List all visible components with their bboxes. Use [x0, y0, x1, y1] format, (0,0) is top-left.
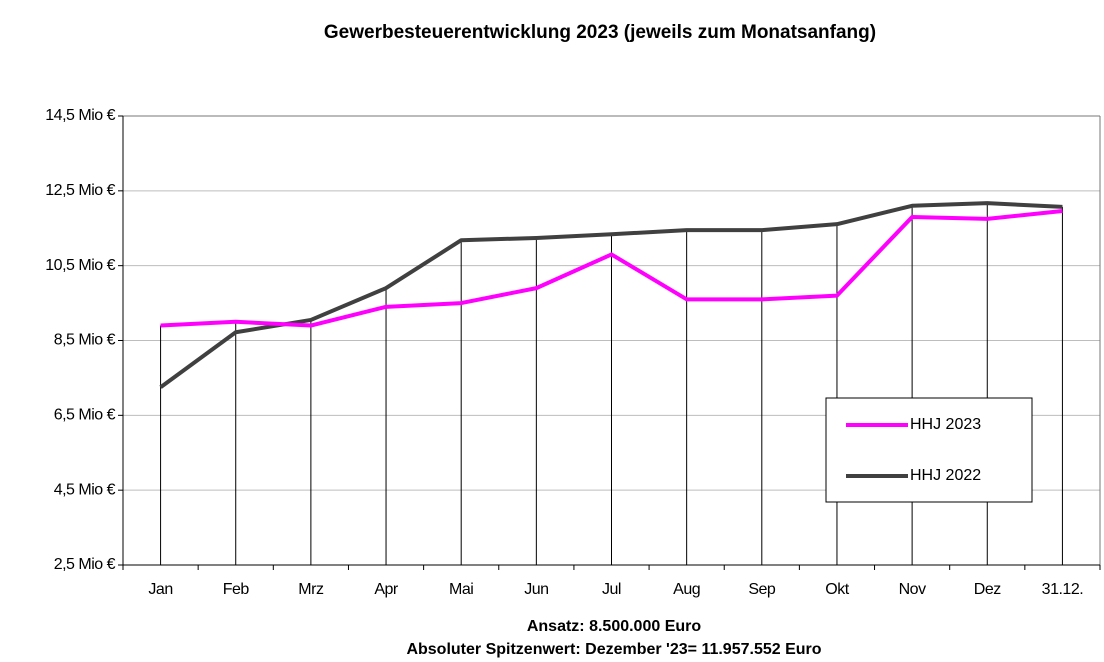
y-tick-label: 8,5 Mio € — [54, 332, 116, 349]
y-tick-label: 12,5 Mio € — [45, 182, 115, 199]
series-line — [160, 209, 1063, 328]
x-tick-label: Sep — [748, 581, 776, 598]
annotation: Absoluter Spitzenwert: Dezember '23= 11.… — [406, 641, 821, 658]
x-tick-label: Mrz — [298, 581, 324, 598]
legend-box — [825, 397, 1033, 503]
legend-label: HHJ 2023 — [910, 416, 981, 433]
x-tick-label: Jun — [524, 581, 548, 598]
y-tick-label: 6,5 Mio € — [54, 407, 116, 424]
chart-title: Gewerbesteuerentwicklung 2023 (jeweils z… — [324, 22, 876, 43]
x-tick-label: Feb — [223, 581, 250, 598]
x-tick-label: Nov — [899, 581, 926, 598]
annotation: Ansatz: 8.500.000 Euro — [527, 618, 702, 635]
x-tick-label: Jul — [602, 581, 621, 598]
x-tick-label: 31.12. — [1042, 581, 1083, 598]
x-tick-label: Apr — [374, 581, 399, 598]
y-tick-label: 4,5 Mio € — [54, 481, 116, 498]
x-tick-label: Jan — [148, 581, 172, 598]
x-tick-label: Mai — [449, 581, 473, 598]
y-tick-label: 14,5 Mio € — [45, 107, 115, 124]
series-line — [159, 201, 1063, 389]
x-tick-label: Aug — [673, 581, 700, 598]
y-tick-label: 10,5 Mio € — [45, 257, 115, 274]
x-tick-label: Dez — [974, 581, 1001, 598]
x-tick-label: Okt — [825, 581, 849, 598]
y-tick-label: 2,5 Mio € — [54, 556, 116, 573]
legend-label: HHJ 2022 — [910, 467, 981, 484]
